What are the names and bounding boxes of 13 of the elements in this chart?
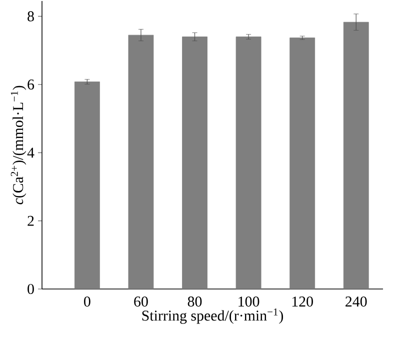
x-tick-label: 80 [188,296,202,307]
y-tick-label: 8 [28,11,34,22]
y-tick-label: 2 [28,216,34,226]
x-tick-label: 240 [346,296,367,307]
y-tick-label: 4 [27,148,34,158]
y-tick-label: 6 [28,79,34,90]
x-tick-label: 60 [134,296,148,307]
x-tick-label: 100 [238,296,260,307]
x-tick-label: 120 [292,296,313,307]
x-axis-title: Stirring speed/(r·min$^{−1}$) [142,308,284,324]
y-tick-label: 0 [28,284,34,294]
y-axis-title: c(Ca$^{2+}$)/(mmol·L$^{−1}$) [10,86,26,204]
x-tick-label: 0 [84,296,90,307]
